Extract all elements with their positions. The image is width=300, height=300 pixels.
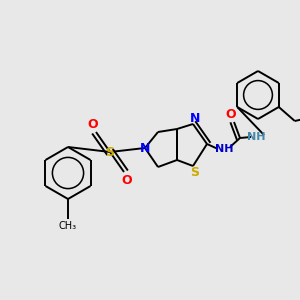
Text: N: N (140, 142, 150, 154)
Text: NH: NH (247, 132, 265, 142)
Text: S: S (190, 166, 200, 178)
Text: O: O (88, 118, 98, 130)
Text: NH: NH (215, 144, 233, 154)
Text: CH₃: CH₃ (59, 221, 77, 231)
Text: O: O (226, 107, 236, 121)
Text: N: N (190, 112, 200, 125)
Text: O: O (122, 173, 132, 187)
Text: S: S (106, 146, 115, 158)
